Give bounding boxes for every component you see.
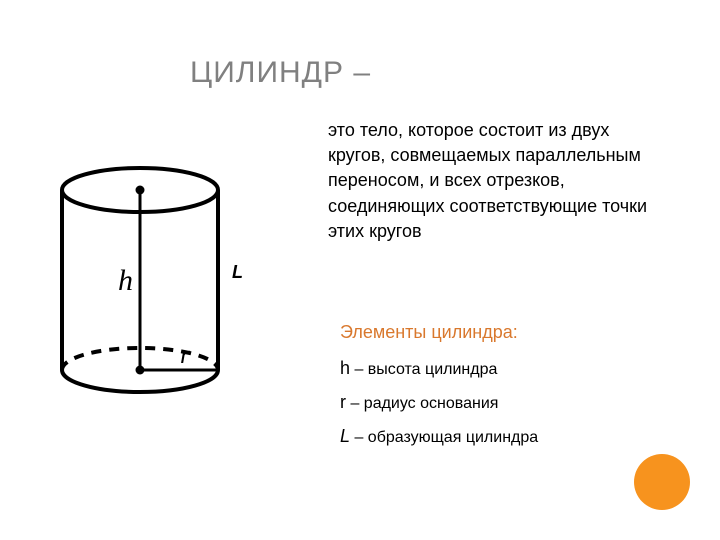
h-label: h	[118, 264, 133, 297]
element-r-text: – радиус основания	[346, 395, 498, 412]
center-dot-top	[136, 186, 145, 195]
element-h: h – высота цилиндра	[340, 358, 497, 379]
r-label: r	[180, 340, 191, 369]
element-L-symbol: L	[340, 426, 350, 446]
element-h-text: – высота цилиндра	[350, 361, 497, 378]
L-label: L	[232, 262, 243, 283]
cylinder-diagram: h r	[40, 150, 240, 410]
elements-heading: Элементы цилиндра:	[340, 322, 518, 343]
decorative-circle-icon	[634, 454, 690, 510]
page-title: ЦИЛИНДР –	[190, 56, 371, 90]
element-L-text: – образующая цилиндра	[350, 429, 538, 446]
element-r: r – радиус основания	[340, 392, 498, 413]
element-L: L – образующая цилиндра	[340, 426, 538, 447]
element-h-symbol: h	[340, 358, 350, 378]
definition-text: это тело, которое состоит из двух кругов…	[328, 118, 648, 244]
center-dot-bottom	[136, 366, 145, 375]
